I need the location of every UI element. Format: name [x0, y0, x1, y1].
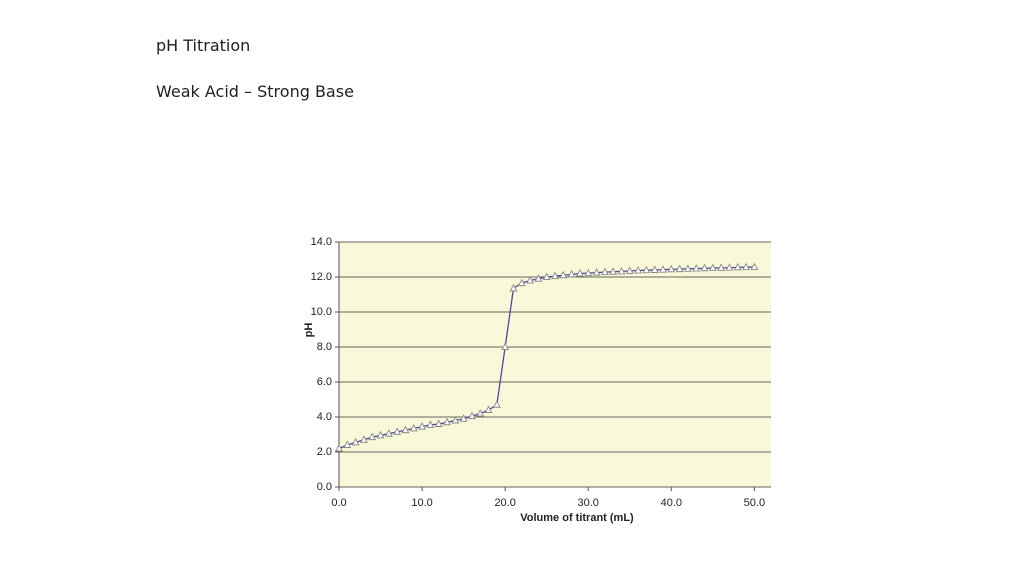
data-point — [667, 264, 676, 273]
y-tick-label: 10.0 — [311, 306, 332, 318]
slide-subtitle: Weak Acid – Strong Base — [156, 82, 354, 101]
data-point — [609, 267, 618, 275]
data-point — [343, 440, 352, 448]
data-point — [526, 276, 535, 284]
data-point — [725, 263, 734, 271]
x-tick-label: 0.0 — [331, 497, 346, 509]
data-point — [659, 265, 667, 273]
data-point — [434, 419, 443, 427]
data-point — [476, 409, 485, 417]
data-point — [650, 265, 659, 273]
data-point — [742, 262, 751, 271]
data-point — [368, 432, 377, 441]
data-point — [683, 264, 692, 272]
data-point — [459, 414, 468, 422]
data-point — [443, 417, 451, 426]
data-point — [517, 278, 526, 287]
data-point — [600, 267, 609, 276]
x-tick-label: 30.0 — [578, 497, 599, 509]
data-point — [384, 429, 393, 437]
x-tick-label: 10.0 — [411, 497, 432, 509]
data-point — [409, 423, 418, 432]
y-tick-label: 4.0 — [317, 411, 332, 423]
data-point — [376, 430, 385, 439]
y-tick-label: 2.0 — [317, 446, 332, 458]
data-point — [542, 272, 551, 280]
x-axis-label: Volume of titrant (mL) — [520, 512, 634, 524]
data-point — [492, 400, 501, 408]
slide-title: pH Titration — [156, 36, 251, 55]
data-point — [642, 265, 651, 274]
data-point — [418, 422, 427, 430]
x-tick-label: 20.0 — [494, 497, 515, 509]
data-point — [700, 263, 709, 272]
data-point — [559, 270, 568, 279]
y-tick-label: 6.0 — [317, 376, 332, 388]
data-point — [501, 342, 510, 350]
data-point — [617, 266, 626, 275]
y-tick-label: 12.0 — [311, 271, 332, 283]
y-tick-label: 8.0 — [317, 341, 332, 353]
data-point — [634, 266, 643, 274]
data-point — [351, 437, 360, 446]
y-tick-label: 14.0 — [311, 236, 332, 248]
data-point — [708, 263, 717, 272]
data-point — [509, 283, 518, 292]
data-point — [484, 405, 493, 413]
data-point — [592, 268, 601, 276]
data-point — [551, 271, 559, 280]
data-point — [675, 264, 684, 273]
data-point — [467, 411, 476, 420]
data-point — [625, 266, 634, 274]
y-tick-label: 0.0 — [317, 481, 332, 493]
data-point — [359, 435, 368, 443]
data-point — [426, 420, 435, 428]
data-point — [567, 269, 576, 278]
data-point — [584, 268, 593, 277]
data-point — [575, 269, 584, 277]
data-point — [451, 416, 460, 424]
x-tick-label: 50.0 — [744, 497, 765, 509]
data-point — [534, 274, 543, 282]
x-tick-label: 40.0 — [661, 497, 682, 509]
data-point — [401, 425, 410, 434]
plot-area — [339, 242, 771, 487]
data-point — [750, 262, 759, 270]
data-point — [733, 262, 742, 271]
data-point — [717, 263, 726, 271]
data-point — [393, 427, 402, 435]
y-axis-label: pH — [303, 323, 315, 338]
data-point — [692, 264, 701, 272]
data-point — [335, 444, 343, 452]
